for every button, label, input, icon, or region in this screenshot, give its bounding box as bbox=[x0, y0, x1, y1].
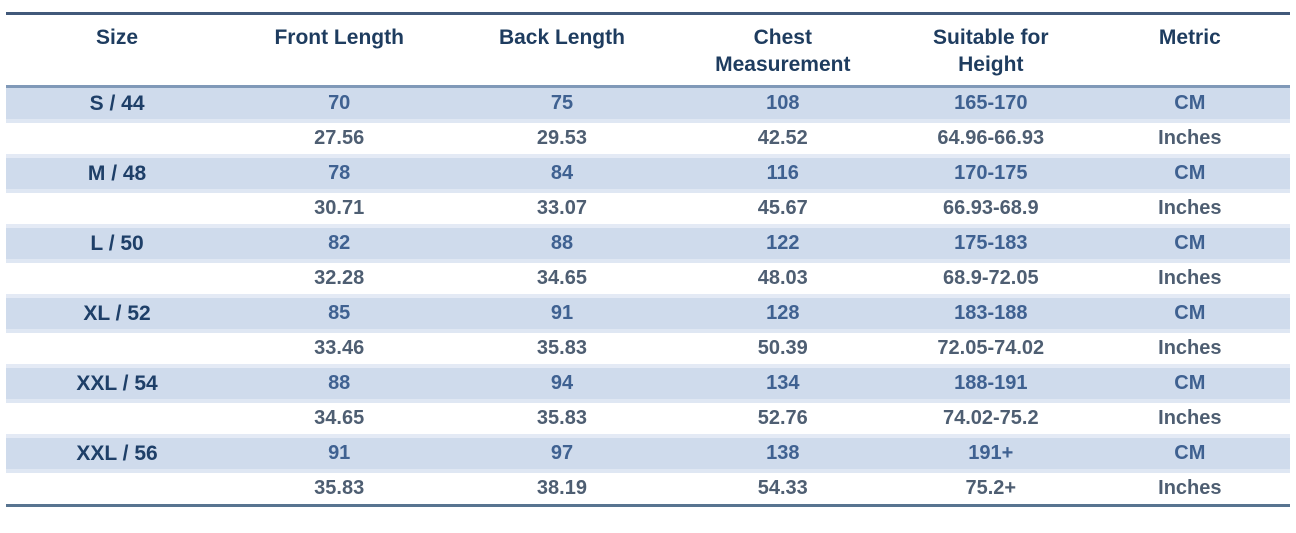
cell-chest: 45.67 bbox=[673, 191, 892, 228]
cell-back-length: 38.19 bbox=[450, 471, 674, 504]
table-row: M / 48 78 84 116 170-175 CM bbox=[6, 156, 1290, 193]
cell-height: 170-175 bbox=[891, 156, 1090, 193]
cell-height: 68.9-72.05 bbox=[891, 261, 1090, 298]
cell-metric: Inches bbox=[1089, 121, 1290, 158]
cell-chest: 52.76 bbox=[673, 401, 892, 438]
cell-metric: CM bbox=[1089, 436, 1290, 473]
cell-size: M / 48 bbox=[6, 156, 229, 193]
cell-front-length: 34.65 bbox=[228, 401, 451, 438]
cell-size bbox=[6, 331, 229, 368]
cell-chest: 50.39 bbox=[673, 331, 892, 368]
cell-chest: 134 bbox=[673, 366, 892, 403]
col-header-size: Size bbox=[6, 15, 229, 88]
cell-chest: 138 bbox=[673, 436, 892, 473]
cell-size: L / 50 bbox=[6, 226, 229, 263]
cell-height: 183-188 bbox=[891, 296, 1090, 333]
col-header-front-length: Front Length bbox=[228, 15, 451, 88]
cell-height: 165-170 bbox=[891, 86, 1090, 123]
cell-size bbox=[6, 191, 229, 228]
cell-back-length: 75 bbox=[450, 86, 674, 123]
size-chart-body: S / 44 70 75 108 165-170 CM 27.56 29.53 42.52 64.… bbox=[6, 86, 1290, 504]
cell-front-length: 82 bbox=[228, 226, 451, 263]
cell-front-length: 30.71 bbox=[228, 191, 451, 228]
cell-front-length: 91 bbox=[228, 436, 451, 473]
cell-chest: 128 bbox=[673, 296, 892, 333]
table-row: S / 44 70 75 108 165-170 CM bbox=[6, 86, 1290, 123]
cell-height: 191+ bbox=[891, 436, 1090, 473]
cell-front-length: 85 bbox=[228, 296, 451, 333]
cell-back-length: 88 bbox=[450, 226, 674, 263]
col-header-back-length: Back Length bbox=[450, 15, 674, 88]
size-chart-table: Size Front Length Back Length Chest Meas… bbox=[6, 15, 1290, 504]
cell-chest: 48.03 bbox=[673, 261, 892, 298]
cell-chest: 108 bbox=[673, 86, 892, 123]
table-row: XL / 52 85 91 128 183-188 CM bbox=[6, 296, 1290, 333]
cell-size: XL / 52 bbox=[6, 296, 229, 333]
cell-chest: 42.52 bbox=[673, 121, 892, 158]
cell-height: 72.05-74.02 bbox=[891, 331, 1090, 368]
cell-size: XXL / 54 bbox=[6, 366, 229, 403]
cell-front-length: 70 bbox=[228, 86, 451, 123]
col-header-metric: Metric bbox=[1089, 15, 1290, 88]
cell-back-length: 94 bbox=[450, 366, 674, 403]
cell-height: 175-183 bbox=[891, 226, 1090, 263]
table-row: 32.28 34.65 48.03 68.9-72.05 Inches bbox=[6, 261, 1290, 298]
cell-metric: Inches bbox=[1089, 471, 1290, 504]
cell-front-length: 88 bbox=[228, 366, 451, 403]
cell-back-length: 34.65 bbox=[450, 261, 674, 298]
cell-chest: 122 bbox=[673, 226, 892, 263]
cell-size bbox=[6, 121, 229, 158]
cell-metric: Inches bbox=[1089, 401, 1290, 438]
cell-back-length: 29.53 bbox=[450, 121, 674, 158]
cell-size bbox=[6, 471, 229, 504]
cell-metric: CM bbox=[1089, 296, 1290, 333]
cell-chest: 116 bbox=[673, 156, 892, 193]
cell-back-length: 97 bbox=[450, 436, 674, 473]
cell-chest: 54.33 bbox=[673, 471, 892, 504]
cell-front-length: 32.28 bbox=[228, 261, 451, 298]
table-row: 34.65 35.83 52.76 74.02-75.2 Inches bbox=[6, 401, 1290, 438]
cell-metric: Inches bbox=[1089, 261, 1290, 298]
cell-metric: CM bbox=[1089, 226, 1290, 263]
table-row: 33.46 35.83 50.39 72.05-74.02 Inches bbox=[6, 331, 1290, 368]
table-row: XXL / 56 91 97 138 191+ CM bbox=[6, 436, 1290, 473]
table-row: 30.71 33.07 45.67 66.93-68.9 Inches bbox=[6, 191, 1290, 228]
cell-size: XXL / 56 bbox=[6, 436, 229, 473]
cell-height: 64.96-66.93 bbox=[891, 121, 1090, 158]
cell-height: 188-191 bbox=[891, 366, 1090, 403]
cell-front-length: 35.83 bbox=[228, 471, 451, 504]
cell-size bbox=[6, 401, 229, 438]
cell-height: 66.93-68.9 bbox=[891, 191, 1090, 228]
col-header-suitable-height: Suitable for Height bbox=[891, 15, 1090, 88]
col-header-chest-measurement: Chest Measurement bbox=[673, 15, 892, 88]
size-chart: Size Front Length Back Length Chest Meas… bbox=[6, 12, 1290, 507]
cell-metric: Inches bbox=[1089, 191, 1290, 228]
cell-height: 74.02-75.2 bbox=[891, 401, 1090, 438]
cell-back-length: 91 bbox=[450, 296, 674, 333]
header-row: Size Front Length Back Length Chest Meas… bbox=[6, 15, 1290, 88]
table-row: XXL / 54 88 94 134 188-191 CM bbox=[6, 366, 1290, 403]
cell-front-length: 78 bbox=[228, 156, 451, 193]
cell-size bbox=[6, 261, 229, 298]
table-row: 27.56 29.53 42.52 64.96-66.93 Inches bbox=[6, 121, 1290, 158]
cell-metric: CM bbox=[1089, 366, 1290, 403]
cell-front-length: 33.46 bbox=[228, 331, 451, 368]
cell-size: S / 44 bbox=[6, 86, 229, 123]
cell-height: 75.2+ bbox=[891, 471, 1090, 504]
cell-front-length: 27.56 bbox=[228, 121, 451, 158]
cell-metric: Inches bbox=[1089, 331, 1290, 368]
cell-back-length: 35.83 bbox=[450, 401, 674, 438]
cell-metric: CM bbox=[1089, 156, 1290, 193]
cell-back-length: 33.07 bbox=[450, 191, 674, 228]
cell-back-length: 84 bbox=[450, 156, 674, 193]
table-row: 35.83 38.19 54.33 75.2+ Inches bbox=[6, 471, 1290, 504]
cell-back-length: 35.83 bbox=[450, 331, 674, 368]
cell-metric: CM bbox=[1089, 86, 1290, 123]
table-row: L / 50 82 88 122 175-183 CM bbox=[6, 226, 1290, 263]
